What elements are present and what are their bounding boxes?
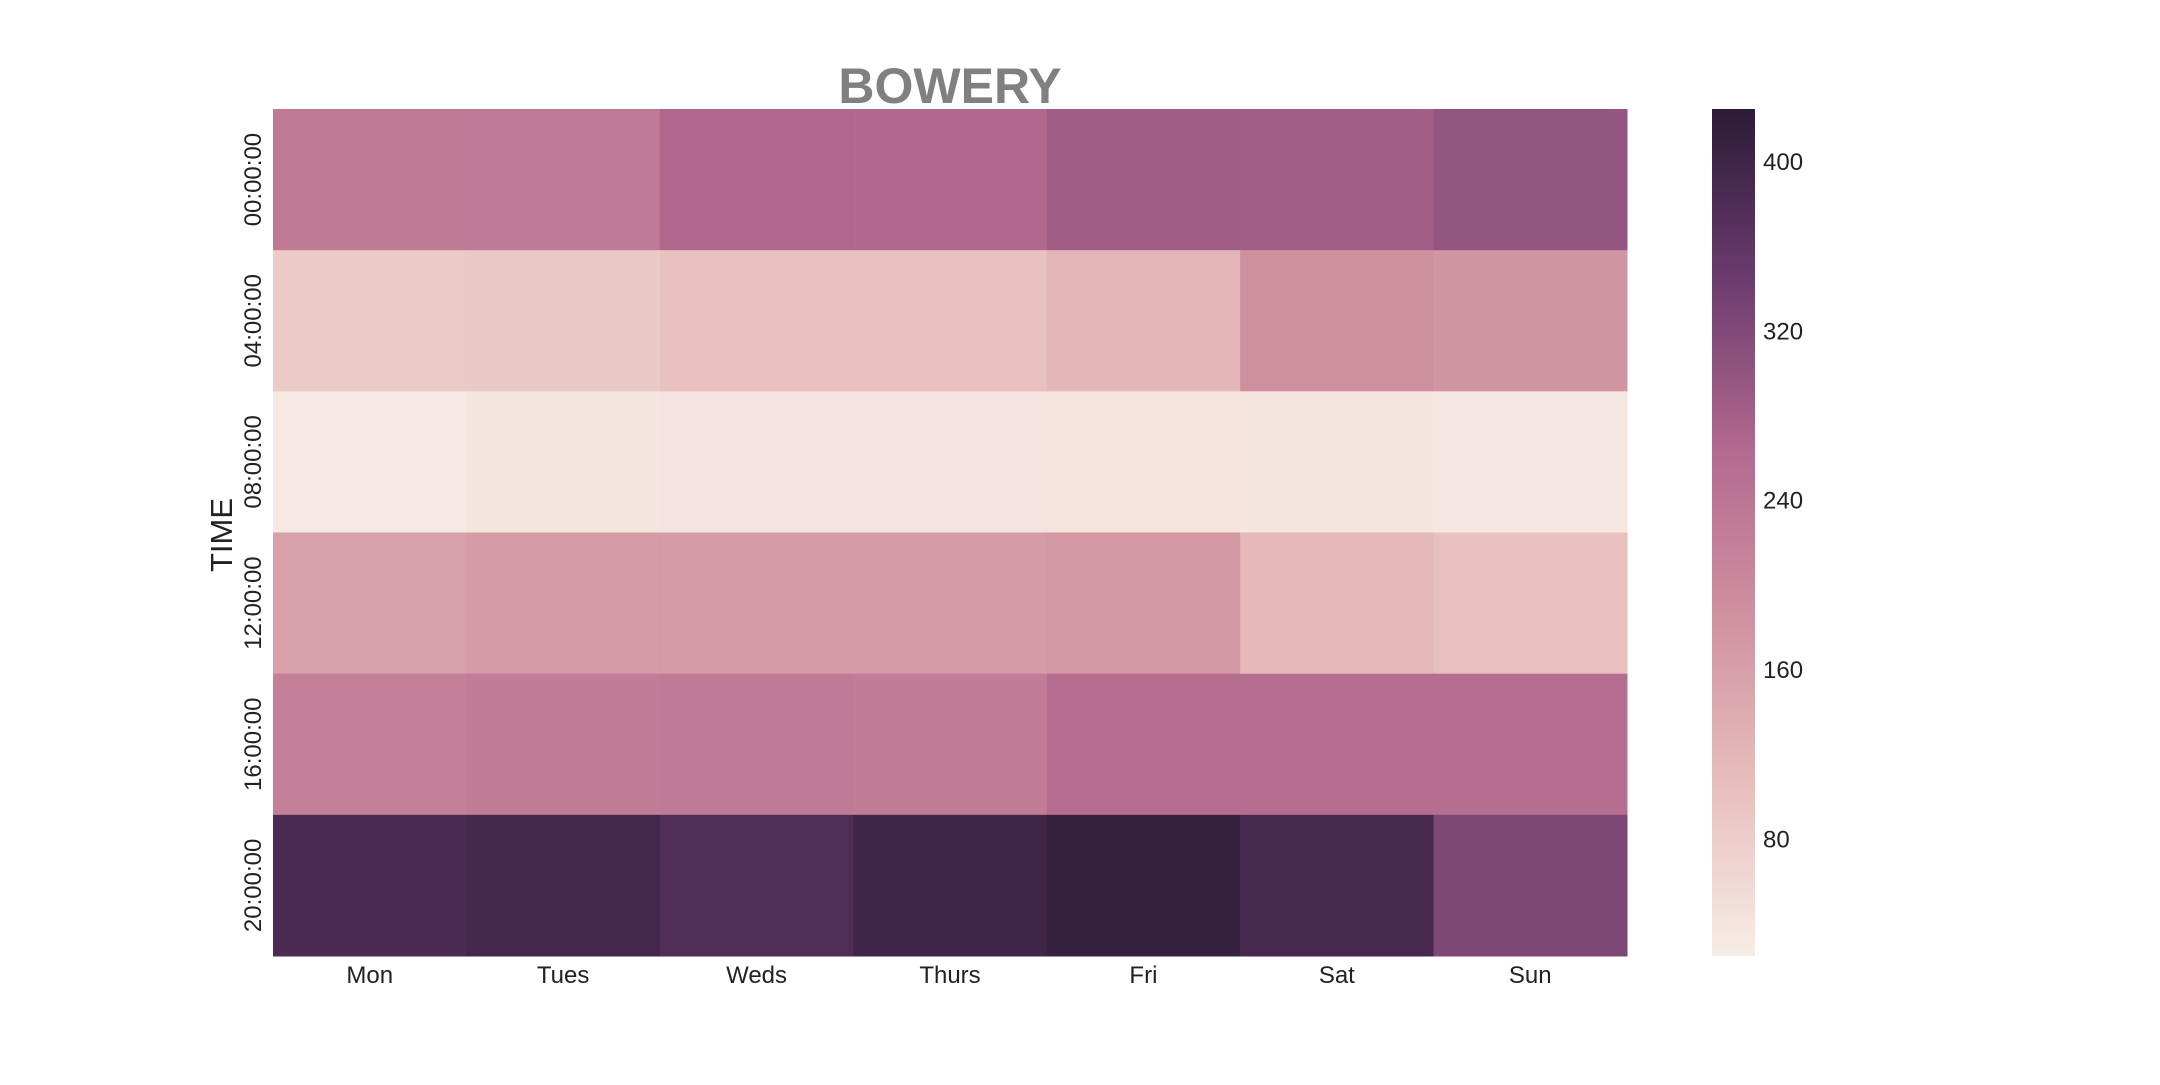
y-axis-tick-labels: 00:00:00 04:00:00 08:00:00 12:00:00 16:00:00…: [240, 133, 267, 932]
heatmap-cell: [1433, 250, 1628, 392]
heatmap-cell: [1433, 532, 1628, 675]
heatmap-cell: [1240, 673, 1435, 816]
heatmap-cell: [853, 391, 1048, 533]
heatmap-cell: [1433, 814, 1628, 957]
heatmap-cell: [466, 391, 661, 533]
x-tick-label: Sat: [1319, 962, 1355, 989]
y-tick-label: 04:00:00: [240, 274, 267, 367]
heatmap-cell: [1433, 673, 1628, 816]
heatmap-cell: [659, 250, 854, 392]
heatmap-cell: [853, 814, 1048, 957]
heatmap-cell: [273, 250, 467, 392]
heatmap-cell: [1240, 250, 1435, 392]
colorbar-gradient: [1712, 109, 1755, 956]
colorbar-tick-label: 240: [1763, 488, 1803, 515]
x-tick-label: Thurs: [919, 962, 980, 989]
heatmap-cell: [273, 814, 467, 957]
colorbar-tick-label: 80: [1763, 827, 1790, 854]
heatmap-cell: [1046, 109, 1241, 251]
colorbar: 80 160 240 320 400: [1712, 109, 1803, 956]
x-tick-label: Weds: [726, 962, 787, 989]
y-axis-label: TIME: [204, 498, 239, 572]
x-axis-tick-labels: Mon Tues Weds Thurs Fri Sat Sun: [346, 962, 1551, 989]
y-tick-label: 00:00:00: [240, 133, 267, 226]
y-tick-label: 20:00:00: [240, 839, 267, 932]
heatmap-cell: [1240, 814, 1435, 957]
heatmap-cell: [659, 391, 854, 533]
heatmap-cell: [466, 673, 661, 816]
colorbar-tick-label: 320: [1763, 318, 1803, 345]
heatmap-cell: [1240, 532, 1435, 675]
heatmap-cell: [1046, 532, 1241, 675]
heatmap-cell: [659, 814, 854, 957]
heatmap-cell: [853, 109, 1048, 251]
heatmap-cell: [466, 532, 661, 675]
x-tick-label: Mon: [346, 962, 393, 989]
x-tick-label: Tues: [537, 962, 589, 989]
heatmap-cell: [466, 109, 661, 251]
x-tick-label: Sun: [1509, 962, 1552, 989]
heatmap-cell: [1240, 391, 1435, 533]
heatmap-cell: [659, 673, 854, 816]
heatmap-cell: [273, 109, 467, 251]
heatmap-cell: [1240, 109, 1435, 251]
colorbar-tick-label: 160: [1763, 657, 1803, 684]
heatmap-cell: [466, 250, 661, 392]
heatmap-cell: [273, 391, 467, 533]
heatmap-cell: [1433, 109, 1628, 251]
heatmap-cell: [466, 814, 661, 957]
y-tick-label: 12:00:00: [240, 556, 267, 649]
heatmap-cell: [1046, 673, 1241, 816]
y-tick-label: 16:00:00: [240, 698, 267, 791]
heatmap-cell: [273, 532, 467, 675]
chart-title: BOWERY: [838, 58, 1061, 114]
y-tick-label: 08:00:00: [240, 415, 267, 508]
heatmap-cell: [853, 532, 1048, 675]
heatmap-cells: [273, 109, 1628, 957]
heatmap-cell: [1046, 250, 1241, 392]
heatmap-cell: [273, 673, 467, 816]
x-tick-label: Fri: [1129, 962, 1157, 989]
heatmap-cell: [1433, 391, 1628, 533]
heatmap-cell: [1046, 391, 1241, 533]
heatmap-cell: [853, 673, 1048, 816]
heatmap-cell: [1046, 814, 1241, 957]
colorbar-tick-label: 400: [1763, 149, 1803, 176]
heatmap-cell: [659, 532, 854, 675]
heatmap-cell: [853, 250, 1048, 392]
heatmap-cell: [659, 109, 854, 251]
